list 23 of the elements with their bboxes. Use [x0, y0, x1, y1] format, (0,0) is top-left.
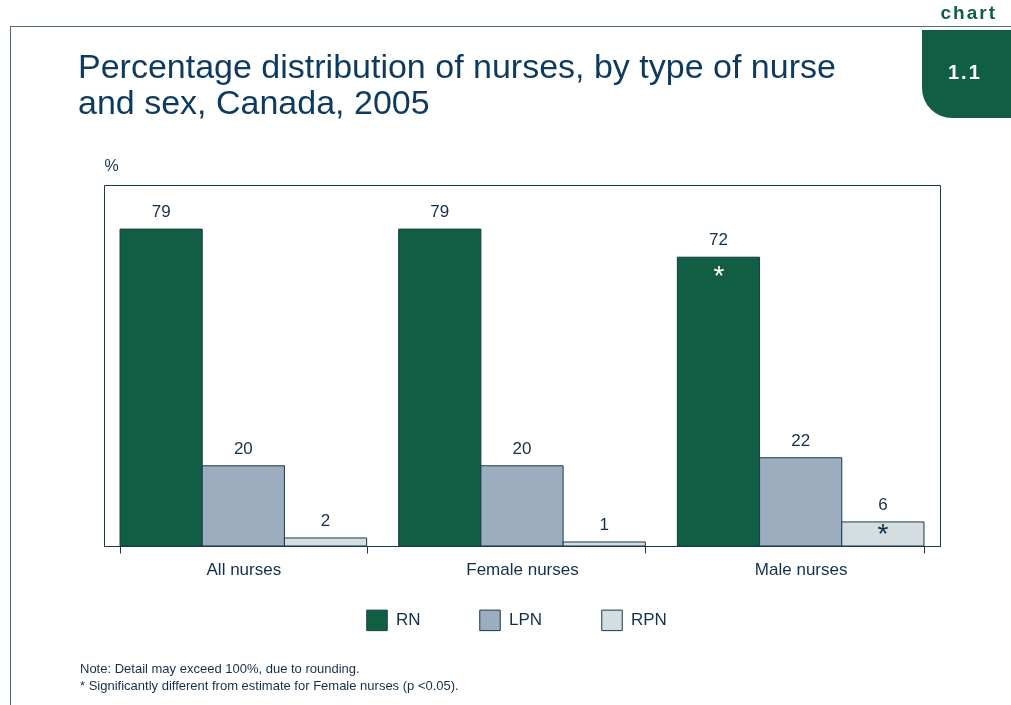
data-label: 1: [599, 514, 609, 534]
data-label: 22: [791, 430, 811, 450]
text: chart: [940, 2, 997, 24]
data-label: 20: [512, 438, 532, 458]
legend-label: RN: [396, 610, 421, 630]
data-label: 79: [151, 202, 171, 222]
annotation: *: [712, 260, 726, 291]
data-label: 20: [233, 438, 253, 458]
x-tick-label: Female nurses: [466, 559, 579, 579]
text: Note: Detail may exceed 100%, due to rounding.: [80, 660, 361, 677]
text: * Significantly different from estimate for Female nurses (p <0.05).: [80, 677, 459, 694]
y-axis-title: %: [104, 156, 119, 174]
legend-label: LPN: [509, 610, 543, 630]
data-label: 2: [320, 510, 331, 530]
data-label: 79: [430, 202, 450, 222]
data-label: 72: [709, 230, 728, 250]
data-label: 6: [878, 494, 888, 514]
chart-title: Percentage distribution of nurses, by type of nurse and sex, Canada, 2005: [78, 47, 837, 121]
x-tick-label: Male nurses: [754, 559, 848, 579]
legend-label: RPN: [631, 610, 667, 630]
x-tick-label: All nurses: [206, 559, 282, 579]
annotation: *: [876, 518, 890, 549]
text: 1.1: [922, 30, 1011, 118]
